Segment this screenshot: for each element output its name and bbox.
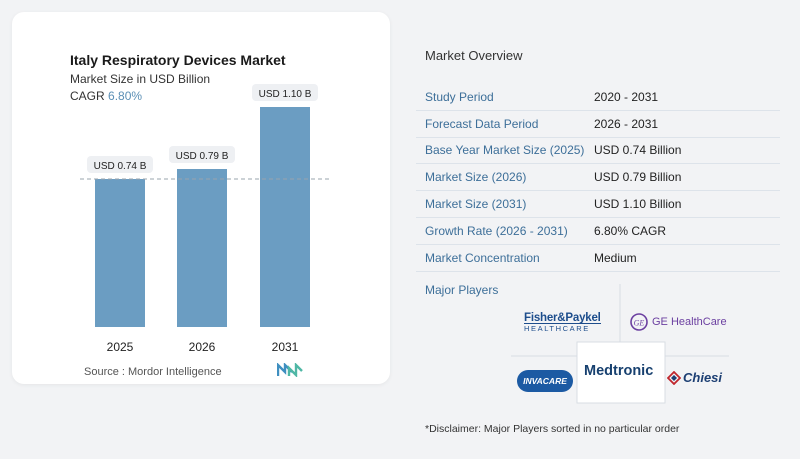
overview-row: Market Concentration Medium — [416, 245, 780, 272]
overview-row: Market Size (2026) USD 0.79 Billion — [416, 164, 780, 192]
chiesi-name: Chiesi — [683, 370, 723, 385]
bar — [177, 169, 227, 327]
data-label-box — [169, 146, 235, 163]
ge-healthcare-logo: GE GE HealthCare — [630, 313, 727, 331]
cagr-label: CAGR — [70, 89, 105, 103]
players-grid — [511, 284, 729, 404]
fisher-paykel-logo: Fisher&Paykel HEALTHCARE — [524, 312, 601, 333]
overview-value: 2020 - 2031 — [594, 89, 659, 104]
overview-key: Study Period — [425, 89, 494, 104]
overview-row: Base Year Market Size (2025) USD 0.74 Bil… — [416, 138, 780, 165]
overview-value: USD 0.79 Billion — [594, 170, 682, 185]
medtronic-logo: Medtronic — [584, 363, 654, 379]
overview-row: Market Size (2031) USD 1.10 Billion — [416, 191, 780, 218]
overview-key: Growth Rate (2026 - 2031) — [425, 223, 568, 238]
players-title: Major Players — [425, 283, 499, 297]
overview-key: Market Concentration — [425, 250, 540, 265]
bar — [95, 179, 145, 327]
fisher-paykel-name: Fisher&Paykel — [524, 312, 601, 324]
overview-title: Market Overview — [425, 48, 523, 63]
overview-key: Forecast Data Period — [425, 116, 539, 131]
overview-row: Forecast Data Period 2026 - 2031 — [416, 111, 780, 138]
ge-monogram-icon: GE — [630, 313, 648, 331]
chart-title: Italy Respiratory Devices Market — [70, 52, 286, 68]
overview-table: Study Period 2020 - 2031 Forecast Data Per… — [416, 84, 780, 272]
chart-subtitle: Market Size in USD Billion — [70, 72, 211, 86]
x-tick-label: 2026 — [189, 340, 216, 354]
invacare-logo: INVACARE — [517, 370, 573, 392]
data-label: USD 0.79 B — [176, 151, 229, 162]
chart-cagr: CAGR 6.80% — [70, 89, 142, 103]
bar — [260, 107, 310, 327]
mordor-logo-icon — [277, 363, 303, 377]
overview-value: Medium — [594, 250, 637, 265]
data-label: USD 1.10 B — [259, 89, 312, 100]
source-text: Source : Mordor Intelligence — [84, 366, 222, 378]
overview-key: Market Size (2031) — [425, 197, 527, 212]
x-tick-label: 2031 — [272, 340, 299, 354]
chiesi-logo: Chiesi — [667, 370, 722, 385]
cagr-value: 6.80% — [108, 89, 143, 103]
data-label: USD 0.74 B — [94, 161, 147, 172]
data-label-box — [252, 84, 318, 101]
invacare-name: INVACARE — [523, 376, 567, 386]
svg-text:GE: GE — [634, 319, 645, 328]
data-label-box — [87, 156, 153, 173]
overview-value: USD 0.74 Billion — [594, 143, 682, 158]
overview-value: USD 1.10 Billion — [594, 197, 682, 212]
overview-key: Market Size (2026) — [425, 170, 527, 185]
bar-chart: USD 0.74 B 2025 USD 0.79 B 2026 USD 1.10 B 20… — [80, 84, 330, 354]
fisher-paykel-sub: HEALTHCARE — [524, 323, 601, 333]
x-tick-label: 2025 — [107, 340, 134, 354]
overview-key: Base Year Market Size (2025) — [425, 143, 585, 158]
chiesi-mark-icon — [667, 370, 681, 385]
overview-row: Study Period 2020 - 2031 — [416, 84, 780, 111]
overview-value: 6.80% CAGR — [594, 223, 667, 238]
overview-value: 2026 - 2031 — [594, 116, 659, 131]
overview-row: Growth Rate (2026 - 2031) 6.80% CAGR — [416, 218, 780, 245]
disclaimer-text: *Disclaimer: Major Players sorted in no … — [425, 423, 680, 435]
ge-healthcare-name: GE HealthCare — [652, 316, 727, 328]
